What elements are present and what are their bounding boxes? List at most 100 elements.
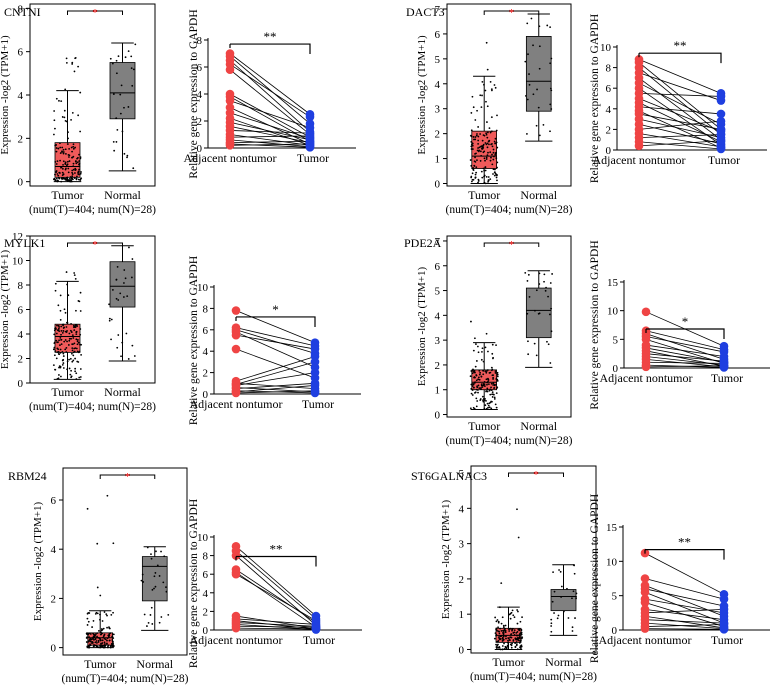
sample-point — [53, 333, 56, 336]
sample-point — [116, 129, 119, 131]
sample-point — [486, 369, 489, 371]
x-category-label: Adjacent nontumor — [600, 371, 693, 385]
tumor-point — [716, 109, 726, 119]
sample-point — [54, 282, 57, 285]
sample-point — [498, 632, 501, 635]
sample-point — [77, 178, 80, 181]
sample-point — [141, 573, 144, 576]
sample-point — [550, 618, 553, 621]
sample-point — [79, 328, 82, 330]
sample-point — [491, 396, 494, 398]
pair-line — [644, 615, 725, 629]
sample-point — [143, 613, 146, 616]
sample-point — [549, 130, 551, 133]
pair-line — [235, 329, 316, 354]
sample-point — [575, 595, 578, 598]
sample-point — [494, 142, 496, 145]
sample-point — [490, 407, 493, 410]
sample-point — [518, 628, 521, 631]
sample-point — [510, 636, 513, 639]
y-tick-label: 0 — [18, 177, 24, 189]
significance-star: * — [533, 469, 539, 481]
y-axis-label: Relative gene expression to GAPDH — [188, 9, 200, 178]
sample-point — [560, 596, 563, 598]
sample-point — [495, 176, 498, 179]
sample-point — [483, 181, 486, 184]
sample-point — [67, 137, 69, 140]
sample-point — [471, 372, 474, 375]
sample-point — [111, 62, 114, 65]
sample-point — [524, 60, 527, 63]
pair-line — [644, 619, 725, 624]
sample-point — [477, 147, 479, 149]
sample-point — [474, 177, 477, 179]
sample-point — [55, 163, 58, 165]
sample-point — [573, 564, 576, 567]
sample-point — [68, 178, 71, 180]
x-category-label: Adjacent nontumor — [593, 153, 686, 167]
sample-point — [57, 377, 60, 380]
sample-point — [511, 627, 514, 630]
sample-point — [54, 179, 57, 182]
adjacent-point — [231, 623, 241, 633]
sample-point — [475, 405, 478, 408]
sample-point — [71, 63, 74, 65]
sample-point — [66, 340, 68, 343]
sample-point — [113, 149, 116, 152]
sample-point — [480, 147, 483, 150]
sample-point — [74, 277, 77, 280]
sample-point — [499, 635, 502, 638]
sample-point — [115, 141, 118, 143]
x-category-label: Normal — [545, 655, 582, 669]
sample-point — [54, 327, 57, 329]
sample-point — [491, 374, 494, 377]
sample-point — [71, 175, 74, 178]
sample-point — [470, 180, 473, 183]
pair-line — [229, 139, 311, 148]
pair-line — [644, 609, 725, 614]
sample-point — [55, 177, 58, 180]
sample-point — [510, 633, 513, 635]
sample-point — [505, 637, 507, 640]
y-tick-label: 0 — [435, 410, 441, 422]
sample-point — [536, 88, 538, 91]
sample-point — [513, 629, 516, 632]
y-tick-label: 5 — [613, 334, 619, 346]
significance-star: ** — [270, 542, 283, 557]
y-axis-label: Expression -log2 (TPM+1) — [440, 500, 452, 620]
sample-point — [508, 630, 511, 632]
sample-point — [571, 630, 574, 632]
sample-point — [518, 633, 521, 635]
sample-point — [63, 109, 66, 112]
sample-point — [160, 616, 163, 618]
sample-point — [470, 320, 472, 323]
sample-point — [112, 611, 114, 614]
sample-point — [486, 154, 489, 156]
sample-point — [497, 636, 500, 639]
sample-point — [75, 177, 78, 180]
sample-point — [75, 347, 78, 350]
sample-point — [88, 639, 90, 642]
sample-point — [104, 643, 106, 645]
sample-point — [473, 391, 476, 394]
sample-point — [95, 611, 98, 614]
sample-point — [511, 609, 514, 612]
sample-point — [546, 24, 549, 27]
sample-point — [52, 364, 55, 367]
sample-point — [472, 386, 475, 389]
sample-point — [492, 357, 494, 360]
sample-point — [481, 395, 484, 398]
sample-point — [473, 376, 476, 378]
sample-point — [70, 369, 72, 372]
sample-point — [488, 402, 491, 405]
sample-point — [478, 146, 481, 149]
sample-point — [71, 169, 74, 172]
sample-point — [497, 621, 500, 624]
sample-point — [494, 152, 497, 155]
y-tick-label: 4 — [18, 90, 24, 102]
tumor-point — [719, 361, 729, 371]
sample-point — [491, 145, 494, 148]
sample-point — [495, 627, 498, 630]
